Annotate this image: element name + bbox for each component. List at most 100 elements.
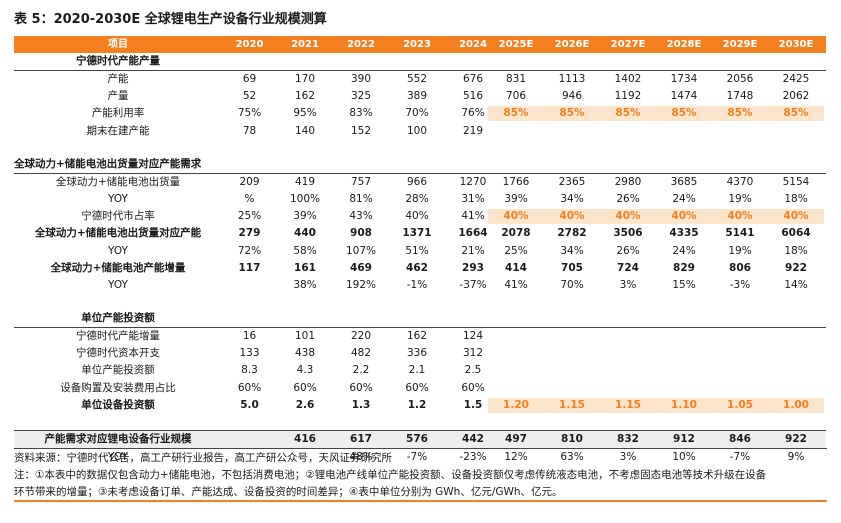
row-value: 24% — [672, 192, 696, 205]
row-value: 676 — [462, 73, 484, 85]
row-value — [600, 380, 656, 397]
row-value: 4335 — [669, 227, 699, 240]
header-year: 2029E — [722, 39, 758, 50]
row-value: 908 — [350, 227, 372, 240]
row-value: % — [244, 192, 255, 205]
row-value: 21% — [461, 244, 485, 257]
row-value: -7% — [406, 451, 428, 464]
row-value: 389 — [406, 90, 428, 103]
footnote-source: 资料来源：宁德时代公告，高工产研行业报告，高工产研公众号，天风证券研究所 — [14, 452, 392, 464]
row-value: 1748 — [726, 90, 754, 103]
row-value — [712, 362, 768, 379]
row-value: 8.3 — [241, 364, 258, 377]
row-value — [656, 362, 712, 379]
row-label: 产能需求对应锂电设备行业规模 — [44, 433, 192, 445]
row-label: YOY — [108, 244, 128, 257]
row-value: 2.2 — [352, 364, 370, 377]
row-value: 60% — [461, 381, 485, 394]
row-value: 34% — [560, 192, 584, 205]
table-row: 产能利用率 75% 95% 83% 70% 76% 85% 85% 85% 85% 85% 85% — [14, 105, 826, 122]
row-value: 1.15 — [615, 398, 641, 411]
table-row: 产量 52 162 325 389 516 706 946 1192 1474 1748 2062 — [14, 88, 826, 105]
row-value — [712, 123, 768, 140]
row-value — [222, 277, 277, 294]
row-value: 336 — [406, 347, 428, 360]
row-value: -3% — [729, 278, 751, 291]
row-label: 期末在建产能 — [86, 124, 150, 137]
row-value: 312 — [462, 347, 484, 360]
row-value: 76% — [461, 107, 485, 120]
row-value: 293 — [462, 261, 484, 274]
row-value: 18% — [784, 244, 808, 257]
row-value: -7% — [729, 451, 751, 464]
row-value: 43% — [349, 210, 373, 223]
row-value: 117 — [238, 261, 261, 274]
row-value: 810 — [561, 433, 583, 445]
section-heading-row: 单位产能投资额 — [14, 310, 826, 329]
row-value: 162 — [406, 330, 428, 343]
row-value: 40% — [727, 210, 753, 223]
row-value: 922 — [785, 433, 807, 445]
row-value: 1113 — [558, 73, 586, 85]
row-label: 产量 — [107, 90, 129, 103]
row-value — [222, 431, 277, 448]
section-heading: 全球动力+储能电池出货量对应产能需求 — [14, 157, 202, 170]
table-title: 表 5：2020-2030E 全球锂电生产设备行业规模测算 — [14, 12, 327, 27]
row-value: 24% — [672, 244, 696, 257]
row-value — [656, 345, 712, 362]
header-year: 2023 — [403, 39, 431, 50]
row-value: 58% — [293, 244, 317, 257]
row-value — [768, 328, 824, 345]
row-value — [712, 380, 768, 397]
row-value: 140 — [294, 124, 316, 137]
forecast-highlight — [488, 106, 824, 122]
row-value: 3% — [619, 278, 637, 291]
row-value: 706 — [505, 90, 527, 103]
row-value: 16 — [242, 330, 257, 343]
row-value: 414 — [505, 261, 527, 274]
row-value — [544, 362, 600, 379]
row-gap — [14, 302, 826, 310]
row-value: 75% — [237, 107, 262, 120]
row-value — [544, 345, 600, 362]
row-value — [488, 123, 544, 140]
row-value: 41% — [504, 278, 528, 291]
row-value: 325 — [350, 90, 372, 103]
row-value — [488, 345, 544, 362]
row-value: 40% — [559, 210, 585, 223]
row-value: -23% — [459, 451, 487, 464]
row-value: 552 — [406, 73, 428, 85]
row-value — [600, 362, 656, 379]
row-value: 107% — [345, 244, 377, 257]
table-row: 单位设备投资额 5.0 2.6 1.3 1.2 1.5 1.20 1.15 1.15 1.10 1.… — [14, 397, 826, 414]
row-value: 34% — [560, 244, 584, 257]
row-label: 设备购置及安装费用占比 — [60, 381, 176, 394]
row-value: 705 — [561, 261, 583, 274]
header-year: 2022 — [347, 39, 375, 50]
row-value: 70% — [405, 107, 429, 120]
bottom-rule — [14, 500, 827, 502]
row-value: 60% — [405, 381, 429, 394]
row-value — [544, 123, 600, 140]
row-value — [768, 345, 824, 362]
row-value: 19% — [728, 244, 752, 257]
row-value: 4370 — [726, 175, 754, 188]
row-value: 12% — [504, 451, 528, 464]
row-value: 829 — [673, 261, 695, 274]
header-year: 2026E — [554, 39, 590, 50]
row-label: 宁德时代资本开支 — [76, 347, 160, 360]
row-label: 产能 — [107, 73, 129, 85]
forecast-highlight — [488, 397, 824, 413]
section-heading: 宁德时代产能产量 — [76, 55, 160, 67]
row-value: 219 — [462, 124, 484, 137]
row-value: 26% — [616, 192, 640, 205]
row-label: 单位设备投资额 — [81, 398, 155, 411]
row-value: 220 — [350, 330, 372, 343]
row-value: 41% — [461, 210, 485, 223]
footnotes: 资料来源：宁德时代公告，高工产研行业报告，高工产研公众号，天风证券研究所 注：①… — [14, 450, 829, 501]
row-value: 101 — [294, 330, 316, 343]
row-value: 85% — [503, 107, 529, 120]
row-value — [488, 380, 544, 397]
row-value: 85% — [671, 107, 697, 120]
row-value: 416 — [294, 433, 316, 445]
